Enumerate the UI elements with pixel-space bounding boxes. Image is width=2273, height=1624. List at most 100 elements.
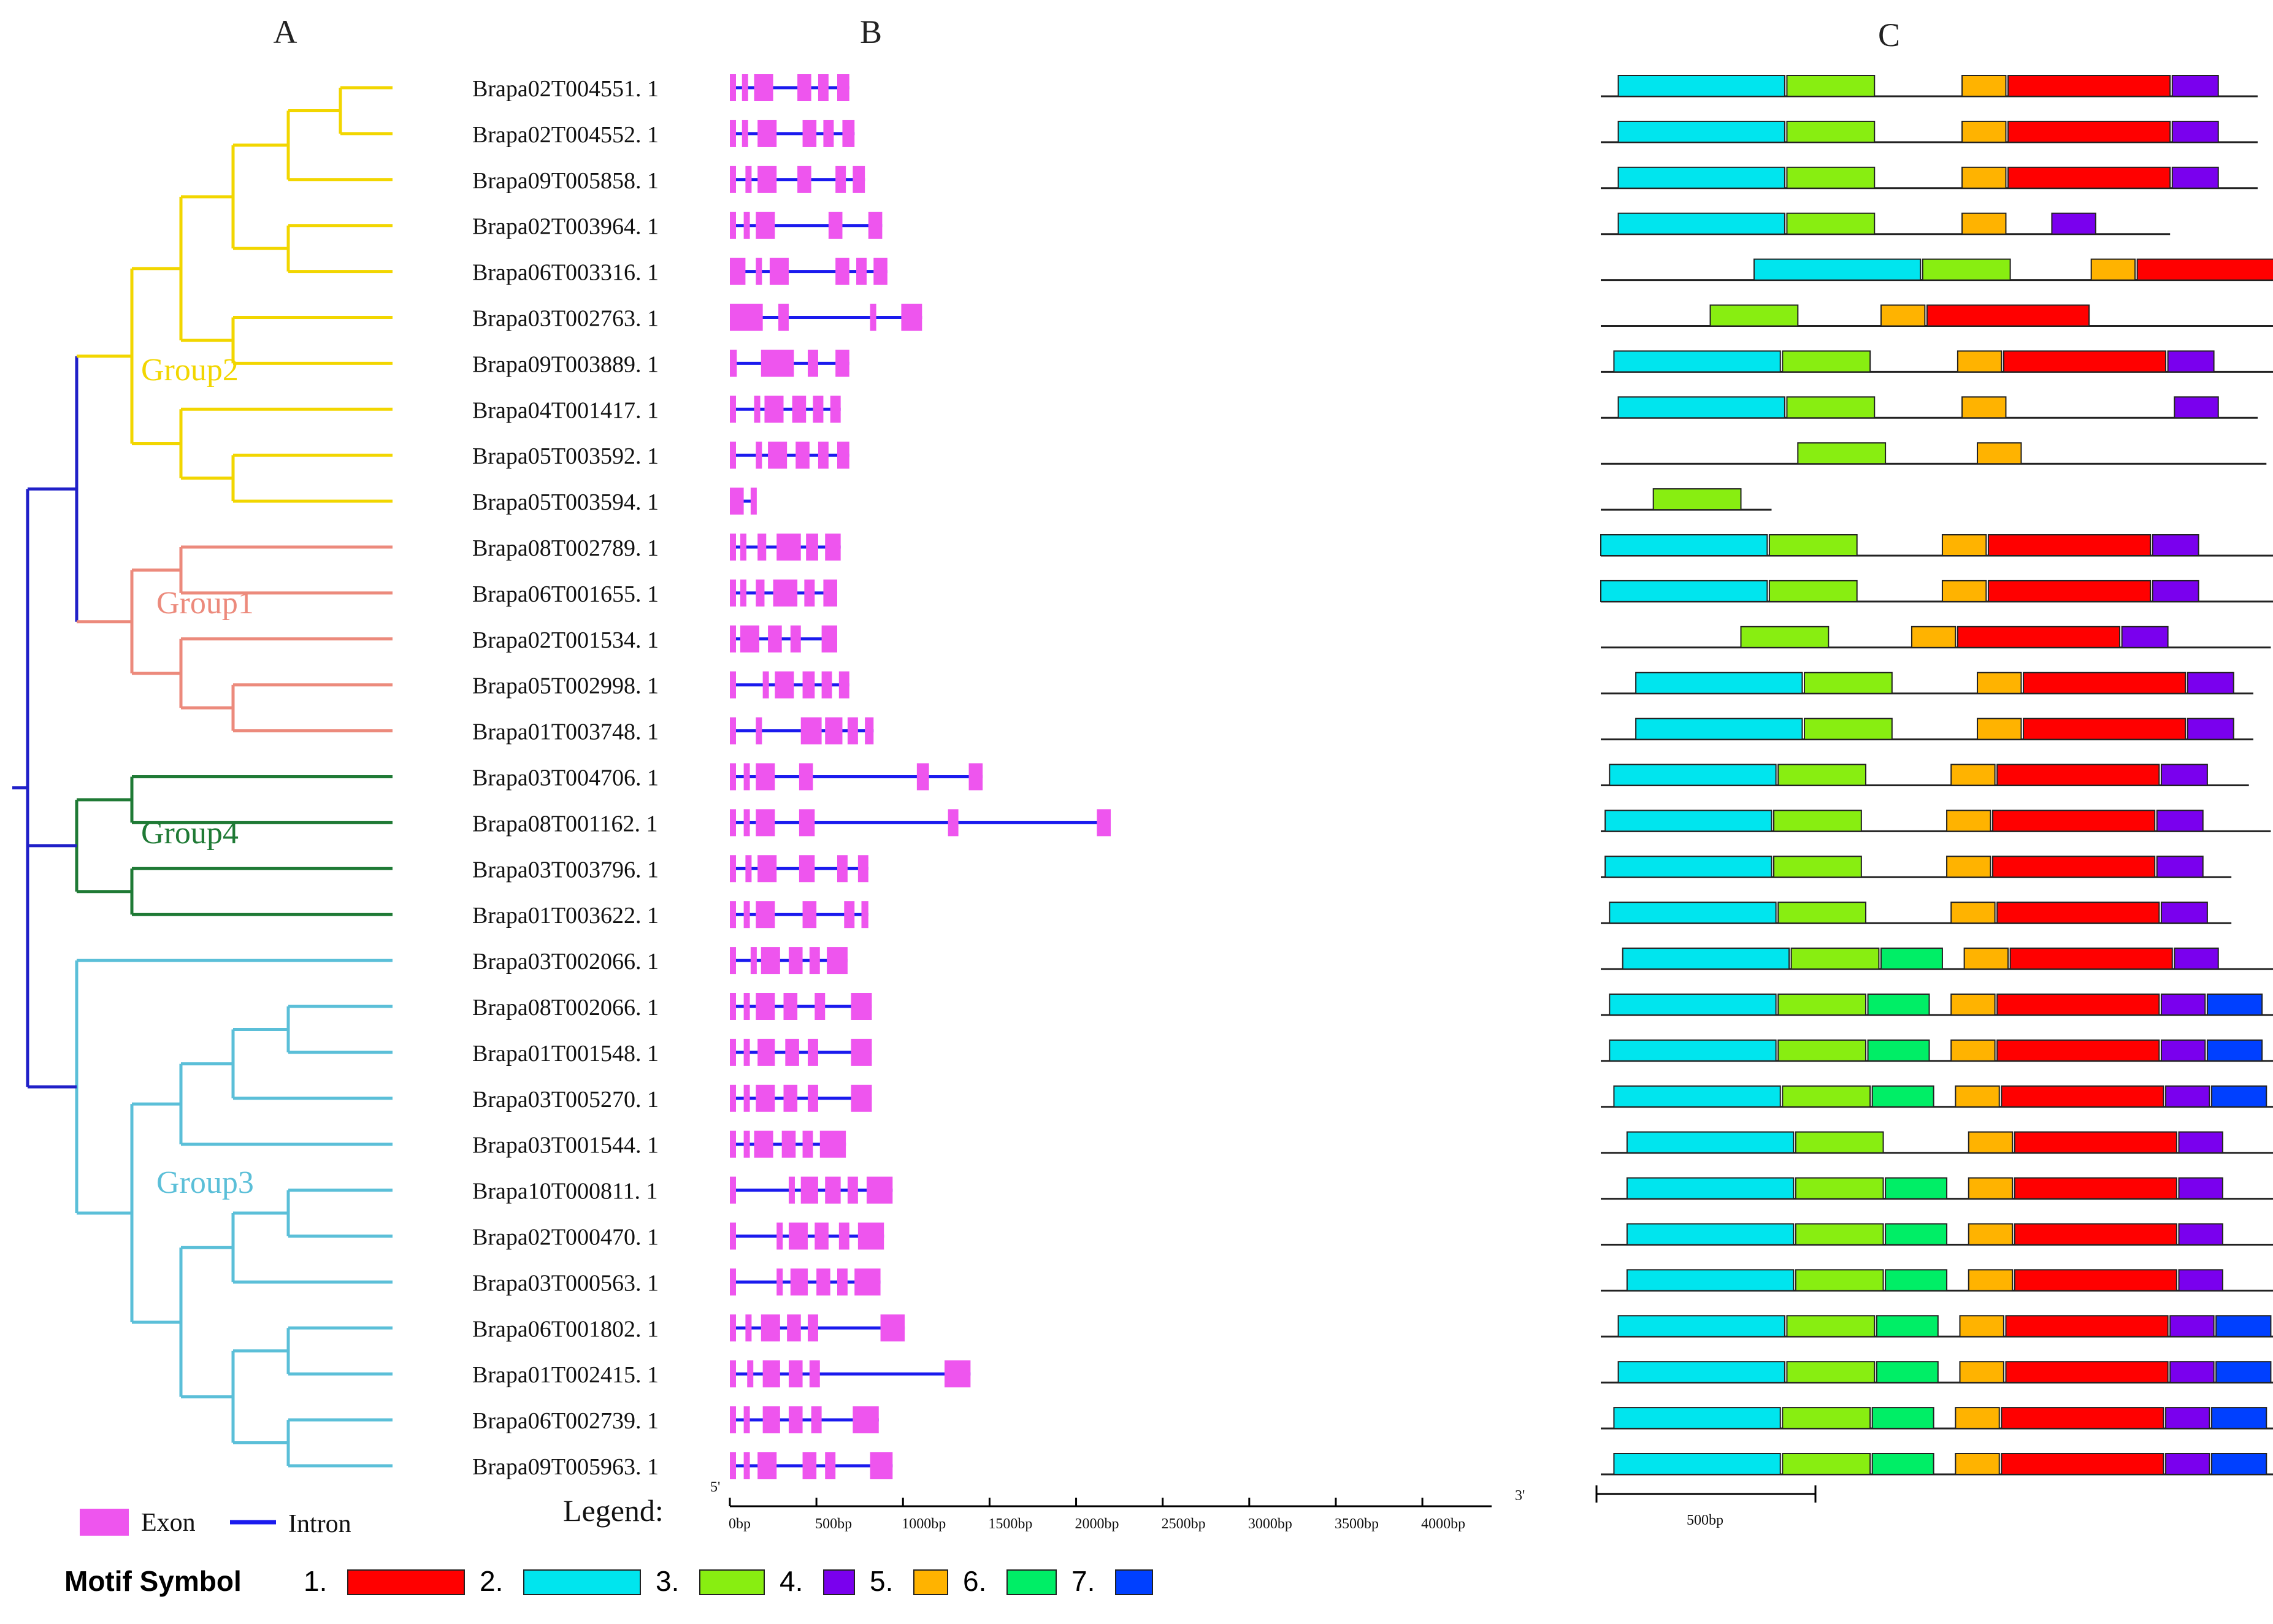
gene-label: Brapa01T001548. 1	[472, 1041, 659, 1067]
exon-block	[945, 1360, 971, 1388]
gene-structure	[730, 396, 841, 423]
motif-box-5	[1977, 718, 2022, 740]
exon-block	[730, 947, 736, 975]
exon-block	[847, 1176, 858, 1204]
gene-label: Brapa09T005963. 1	[472, 1454, 659, 1480]
motif-box-2	[1617, 212, 1785, 235]
motif-map	[1601, 75, 2258, 98]
motif-box-3	[1922, 258, 2011, 281]
motif-box-5	[1941, 534, 1987, 556]
gene-structure	[730, 1084, 872, 1112]
motif-map	[1601, 258, 2273, 282]
exon-block	[842, 120, 855, 147]
motif-box-2	[1626, 1223, 1795, 1246]
exon-block	[745, 855, 752, 883]
exon-block	[745, 1314, 752, 1342]
motif-scale-bar: 500bp	[1595, 1485, 1817, 1528]
motif-box-4	[2178, 1223, 2223, 1246]
motif-box-3	[1790, 948, 1880, 970]
motif-box-6	[1871, 1085, 1934, 1108]
motif-box-4	[2171, 120, 2219, 143]
motif-box-6	[1876, 1315, 1939, 1338]
exon-block	[730, 1222, 736, 1250]
motif-box-3	[1786, 75, 1876, 97]
exon-block	[785, 1038, 799, 1066]
gene-structure	[730, 809, 1111, 837]
exon-block	[743, 1406, 750, 1434]
exon-block	[808, 1084, 818, 1112]
exon-block	[825, 1176, 841, 1204]
exon-block	[844, 901, 855, 929]
exon-block	[837, 1268, 848, 1296]
gene-structure	[730, 442, 849, 469]
motif-box-4	[2174, 396, 2219, 419]
axis-tick-label: 500bp	[815, 1516, 852, 1532]
axis-tick-label: 2000bp	[1075, 1516, 1119, 1532]
motif-box-2	[1609, 902, 1777, 924]
exon-block	[730, 166, 736, 193]
gene-label: Brapa08T001162. 1	[472, 811, 658, 837]
exon-block	[835, 166, 846, 193]
motif-box-6	[1880, 948, 1943, 970]
motif-map	[1601, 1177, 2273, 1200]
motif-box-6	[1871, 1453, 1934, 1475]
three-prime-label: 3'	[1515, 1488, 1525, 1504]
gene-structure	[730, 166, 865, 193]
exon-block	[802, 901, 817, 929]
exon-block	[768, 442, 788, 469]
exon-block	[830, 396, 841, 423]
exon-block	[865, 717, 874, 745]
motif-legend-swatch	[913, 1569, 948, 1595]
exon-block	[790, 625, 801, 653]
motif-box-4	[2165, 1085, 2210, 1108]
motif-box-2	[1617, 1315, 1785, 1338]
exon-block	[740, 534, 746, 561]
exon-block	[730, 1360, 736, 1388]
exon-block	[827, 947, 848, 975]
exon-block	[730, 258, 746, 285]
exon-block	[802, 120, 817, 147]
motif-box-3	[1768, 580, 1858, 602]
motif-box-3	[1797, 442, 1887, 465]
motif-box-2	[1613, 1407, 1781, 1430]
exon-block	[861, 901, 868, 929]
motif-box-4	[2152, 534, 2199, 556]
exon-block	[821, 625, 838, 653]
exon-block	[847, 717, 858, 745]
exon-block	[804, 579, 815, 607]
exon-block	[870, 304, 876, 331]
motif-box-2	[1600, 534, 1768, 556]
exon-block	[756, 258, 762, 285]
motif-map	[1601, 1453, 2273, 1476]
exon-block	[837, 442, 849, 469]
gene-label: Brapa03T004706. 1	[472, 765, 659, 791]
exon-block	[756, 809, 775, 837]
motif-box-3	[1777, 902, 1866, 924]
exon-block	[756, 1084, 775, 1112]
gene-structure	[730, 1222, 884, 1250]
motif-box-3	[1786, 1315, 1876, 1338]
gene-label: Brapa05T003594. 1	[472, 489, 659, 515]
motif-box-1	[2014, 1177, 2177, 1200]
motif-box-4	[2160, 1039, 2206, 1062]
exon-block	[825, 717, 843, 745]
exon-block	[792, 396, 807, 423]
exon-block	[880, 1314, 905, 1342]
exon-block	[730, 396, 736, 423]
motif-symbol-legend: Motif Symbol 1. 2. 3. 4. 5. 6. 7.	[64, 1565, 1153, 1597]
gene-label: Brapa02T003964. 1	[472, 214, 659, 240]
gene-structure	[730, 212, 883, 239]
exon-block	[776, 1222, 783, 1250]
motif-map	[1601, 1085, 2273, 1108]
motif-box-2	[1622, 948, 1790, 970]
exon-block	[808, 1038, 818, 1066]
gene-structure	[730, 625, 838, 653]
motif-box-3	[1795, 1223, 1884, 1246]
motif-map	[1601, 304, 2273, 327]
exon-block	[756, 763, 775, 791]
motif-box-3	[1652, 488, 1742, 511]
motif-box-5	[1880, 304, 1926, 327]
exon-block	[762, 1360, 780, 1388]
exon-block	[816, 1268, 830, 1296]
motif-map	[1601, 1039, 2273, 1062]
